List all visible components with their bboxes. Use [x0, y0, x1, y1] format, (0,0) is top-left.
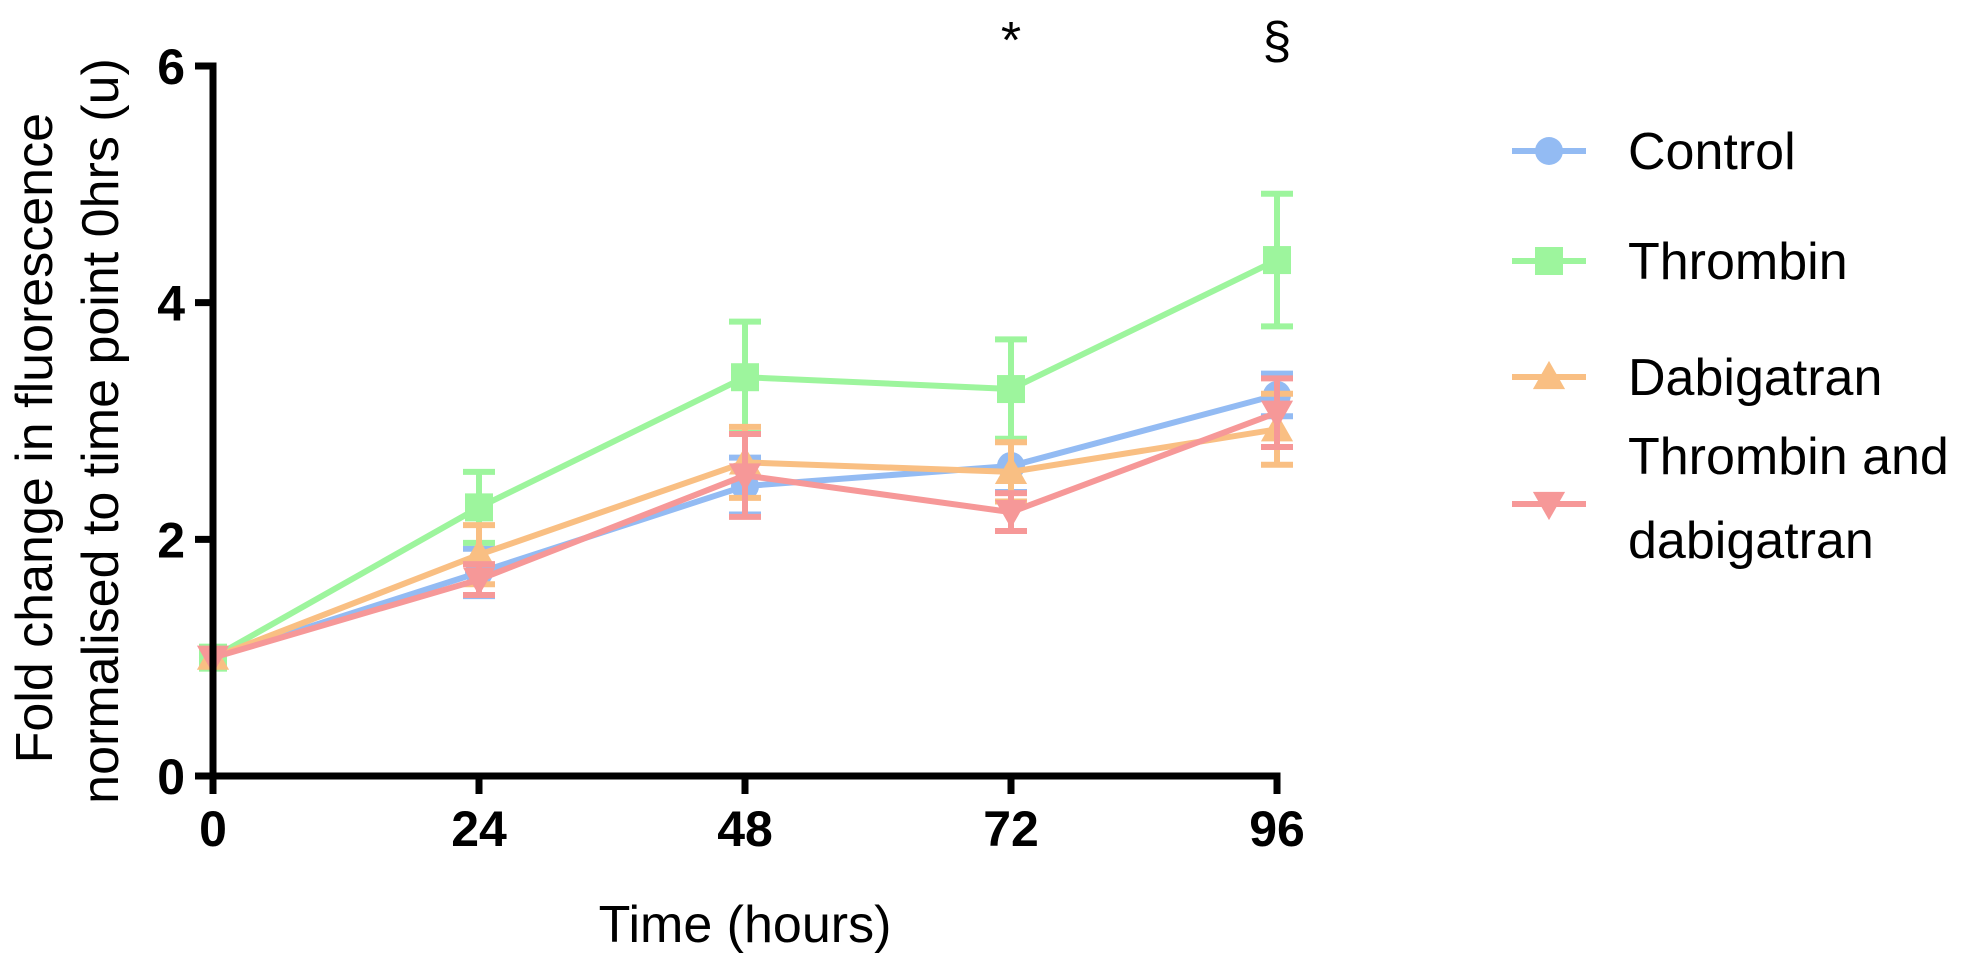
legend-label: Control	[1628, 123, 1796, 181]
legend-item: Control	[1512, 123, 1796, 181]
series-2	[199, 190, 1293, 672]
data-point	[1260, 400, 1294, 429]
data-point	[1263, 246, 1291, 275]
data-point	[994, 455, 1028, 484]
y-tick-label: 2	[157, 512, 185, 568]
series-4	[196, 375, 1294, 674]
legend-label: Dabigatran	[1628, 349, 1882, 407]
significance-marker: *	[1001, 12, 1021, 70]
legend-marker	[1532, 491, 1566, 521]
y-axis-title: Fold change in fluorescence normalised t…	[6, 58, 130, 804]
x-tick-label: 72	[983, 801, 1039, 857]
y-tick-label: 4	[157, 276, 185, 332]
legend-item: Thrombin	[1512, 233, 1848, 291]
legend-marker	[1535, 137, 1563, 165]
y-tick-label: 6	[157, 39, 185, 95]
x-axis-title: Time (hours)	[599, 896, 892, 954]
legend-item: Dabigatran	[1512, 349, 1882, 407]
x-tick-label: 0	[199, 801, 227, 857]
legend-label: Thrombin	[1628, 233, 1848, 291]
y-tick-label: 0	[157, 749, 185, 805]
y-axis-title-line-1: Fold change in fluorescence	[6, 113, 64, 763]
x-tick-label: 24	[451, 801, 507, 857]
data-point	[465, 493, 493, 522]
annotations-layer: * §	[1001, 12, 1292, 70]
legend-marker	[1535, 247, 1563, 275]
data-point	[728, 463, 762, 492]
legend: Control Thrombin Dabigatran Thrombin and dab…	[1512, 123, 1949, 570]
legend-marker	[1532, 360, 1566, 390]
data-point	[994, 500, 1028, 529]
x-tick-label: 96	[1249, 801, 1305, 857]
data-point	[997, 375, 1025, 404]
y-axis-title-line-2: normalised to time point 0hrs (u)	[72, 58, 130, 804]
data-point	[462, 567, 496, 596]
legend-item: Thrombin and dabigatran	[1512, 428, 1949, 570]
x-tick-label: 48	[717, 801, 773, 857]
legend-label: Thrombin and	[1628, 428, 1949, 486]
significance-marker: §	[1263, 12, 1292, 70]
series-layer	[196, 190, 1294, 674]
data-point	[462, 538, 496, 567]
data-point	[731, 363, 759, 392]
legend-label: dabigatran	[1628, 512, 1874, 570]
